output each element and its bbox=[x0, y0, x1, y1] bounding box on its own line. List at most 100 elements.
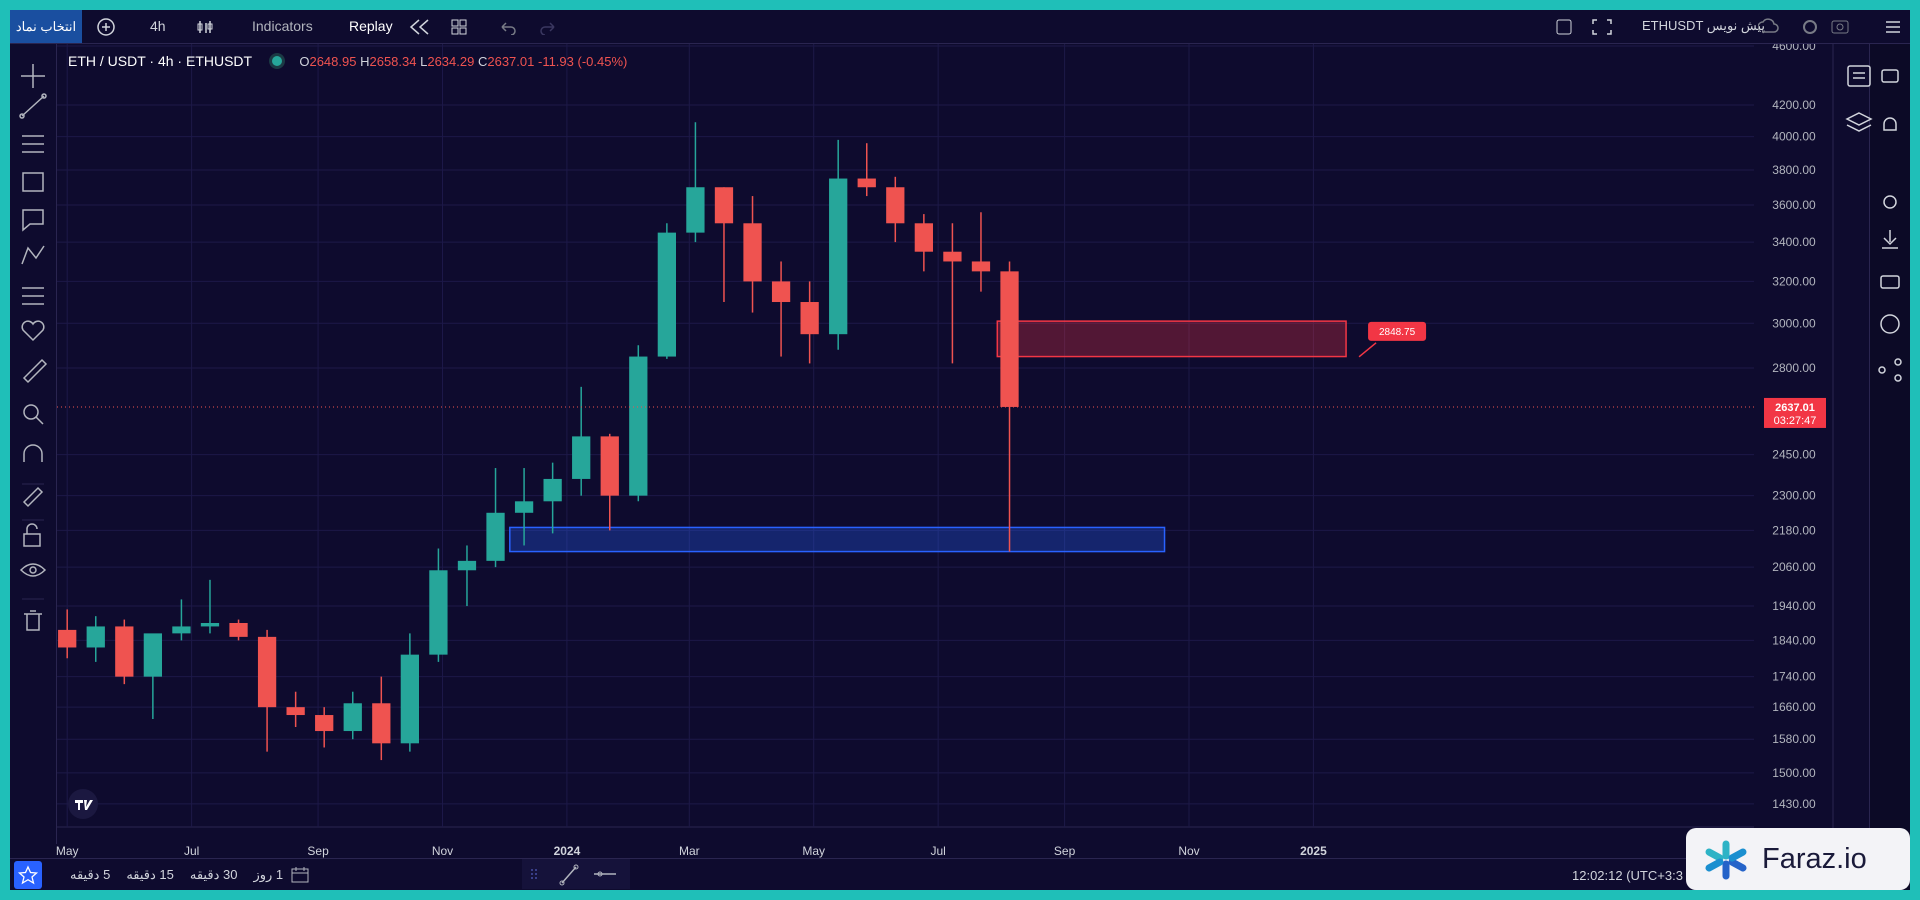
price-tag: 2637.01 bbox=[1775, 402, 1815, 414]
replay-button[interactable]: Replay bbox=[349, 18, 393, 34]
candle-body bbox=[714, 187, 734, 224]
y-tick-label: 2450.00 bbox=[1772, 448, 1816, 462]
x-tick-label: Mar bbox=[679, 844, 700, 858]
watermark-logo bbox=[1705, 840, 1747, 880]
status-dot bbox=[271, 56, 282, 66]
candle-body bbox=[629, 356, 648, 496]
date-range-icon[interactable] bbox=[290, 865, 310, 885]
y-tick-label: 1660.00 bbox=[1772, 700, 1816, 714]
app: 4600.00 4200.00 4000.00 3800.00 3600.00 3400.… bbox=[10, 10, 1910, 890]
y-tick-label: 3600.00 bbox=[1772, 198, 1816, 212]
candle-body bbox=[914, 223, 933, 252]
y-tick-label: 1500.00 bbox=[1772, 766, 1816, 780]
candle-body bbox=[543, 478, 562, 502]
interval-button[interactable]: 4h bbox=[150, 18, 166, 34]
indicators-button[interactable]: Indicators bbox=[252, 18, 313, 34]
candle-body bbox=[686, 187, 705, 233]
high-label: H bbox=[360, 54, 370, 69]
legend: ETH / USDT · 4h · ETHUSDT O2648.95 H2658… bbox=[68, 53, 627, 69]
candle-body bbox=[200, 622, 220, 627]
y-tick-label: 3800.00 bbox=[1772, 163, 1816, 177]
x-tick-label: May bbox=[802, 844, 825, 858]
candle-body bbox=[115, 626, 134, 677]
chart-type-icon[interactable] bbox=[196, 18, 214, 36]
layout-icon[interactable] bbox=[450, 18, 468, 36]
y-tick-label: 3000.00 bbox=[1772, 316, 1816, 330]
x-tick-label: May bbox=[56, 844, 79, 858]
x-tick-label: Nov bbox=[1178, 844, 1199, 858]
top-bar: انتخاب نماد 4h Indicators Replay ETHUSDT… bbox=[10, 10, 1910, 44]
interval-option[interactable]: 5 دقیقه bbox=[70, 867, 111, 882]
layout-name[interactable]: ETHUSDT پیش نویس bbox=[1642, 18, 1766, 33]
candle-body bbox=[514, 501, 534, 513]
candle-body bbox=[257, 636, 277, 708]
open-label: O bbox=[299, 54, 310, 69]
zone-label-pointer bbox=[1358, 342, 1377, 358]
candle-body bbox=[600, 436, 619, 496]
close-label: C bbox=[477, 54, 488, 69]
candle-body bbox=[857, 178, 876, 188]
x-tick-label: Nov bbox=[432, 844, 453, 858]
top-right-icons[interactable] bbox=[1555, 18, 1685, 36]
countdown: 03:27:47 bbox=[1774, 415, 1817, 427]
x-tick-label: Sep bbox=[1054, 844, 1076, 858]
watermark: Faraz.io bbox=[1686, 828, 1910, 890]
zone bbox=[509, 526, 1166, 553]
x-tick-label: Jul bbox=[930, 844, 945, 858]
open-value: 2648.95 bbox=[309, 54, 357, 69]
x-tick-label: Jul bbox=[184, 844, 199, 858]
candle-body bbox=[743, 223, 762, 282]
candle-body bbox=[315, 715, 334, 732]
symbol-search[interactable]: انتخاب نماد bbox=[10, 10, 82, 43]
candle-body bbox=[372, 703, 391, 744]
candle-body bbox=[58, 629, 77, 648]
quick-tools[interactable] bbox=[522, 859, 630, 889]
candle-body bbox=[172, 626, 191, 634]
favorites-icon[interactable] bbox=[14, 861, 42, 889]
change-value: -11.93 (-0.45%) bbox=[537, 54, 628, 69]
y-tick-label: 3200.00 bbox=[1772, 274, 1816, 288]
candle-body bbox=[971, 261, 991, 272]
candle-body bbox=[943, 251, 962, 262]
y-tick-label: 1740.00 bbox=[1772, 670, 1816, 684]
add-icon[interactable] bbox=[96, 17, 116, 37]
y-tick-label: 1430.00 bbox=[1772, 797, 1816, 811]
candle-body bbox=[286, 707, 305, 716]
y-tick-label: 2060.00 bbox=[1772, 560, 1816, 574]
y-tick-label: 4000.00 bbox=[1772, 130, 1816, 144]
candle-body bbox=[229, 622, 248, 637]
zone-label: 2848.75 bbox=[1379, 327, 1416, 338]
interval-option[interactable]: 1 روز bbox=[253, 867, 284, 882]
interval-list: 5 دقیقه 15 دقیقه 30 دقیقه 1 روز bbox=[70, 867, 299, 883]
drawing-toolbar bbox=[10, 44, 57, 844]
y-tick-label: 3400.00 bbox=[1772, 235, 1816, 249]
watermark-text: Faraz.io bbox=[1762, 843, 1867, 875]
x-tick-label: Sep bbox=[307, 844, 329, 858]
x-tick-label: 2025 bbox=[1300, 844, 1327, 858]
interval-option[interactable]: 30 دقیقه bbox=[189, 867, 238, 882]
y-tick-label: 1940.00 bbox=[1772, 599, 1816, 613]
quick-tool-icons[interactable] bbox=[522, 859, 630, 889]
undo-redo[interactable] bbox=[498, 19, 558, 35]
candle-body bbox=[886, 187, 905, 224]
clock[interactable]: 12:02:12 (UTC+3:3 bbox=[1572, 868, 1683, 883]
interval-option[interactable]: 15 دقیقه bbox=[126, 867, 174, 882]
candle-body bbox=[86, 626, 105, 648]
tool-icons[interactable] bbox=[10, 44, 56, 844]
panel-icons[interactable] bbox=[1842, 63, 1876, 143]
replay-icon[interactable] bbox=[408, 18, 432, 36]
settings-icons[interactable] bbox=[1758, 18, 1908, 36]
candle-body bbox=[657, 232, 676, 357]
low-value: 2634.29 bbox=[427, 54, 475, 69]
zone-label-bg bbox=[1368, 321, 1427, 341]
candle-body bbox=[572, 436, 591, 479]
y-tick-label: 4200.00 bbox=[1772, 98, 1816, 112]
candle-body bbox=[800, 302, 819, 335]
sidebar-icons[interactable] bbox=[1870, 44, 1910, 890]
close-value: 2637.01 bbox=[487, 54, 535, 69]
candle-body bbox=[1000, 271, 1019, 407]
candle-body bbox=[343, 703, 362, 732]
chart: 4600.004200.004000.003800.003600.003400.… bbox=[56, 10, 1834, 858]
candle-body bbox=[143, 633, 163, 677]
candle-body bbox=[486, 512, 505, 561]
